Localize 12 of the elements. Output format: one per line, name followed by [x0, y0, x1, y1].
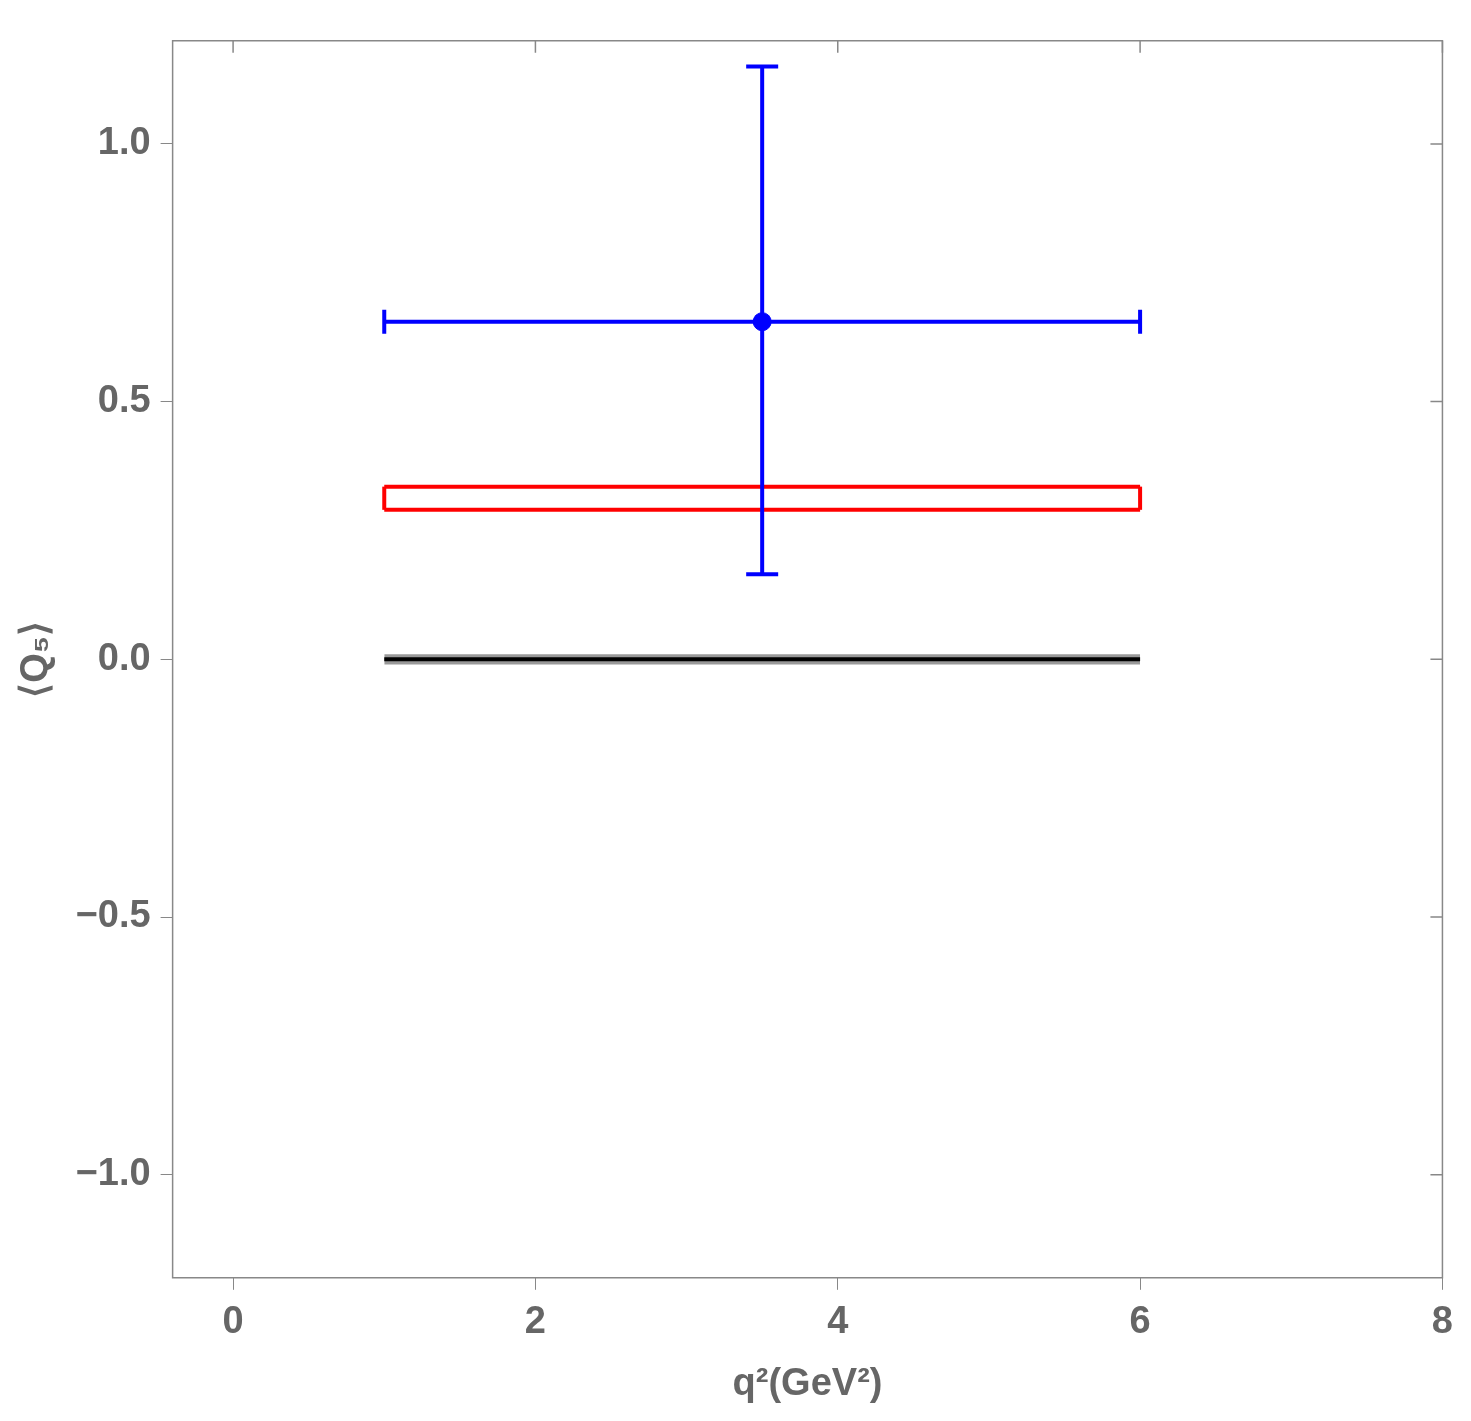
x-tick-label: 8: [1431, 1299, 1453, 1342]
x-axis-title: q²(GeV²): [732, 1360, 883, 1403]
y-tick-label: −1.0: [75, 1151, 151, 1194]
x-tick-label: 2: [524, 1299, 546, 1342]
x-tick-label: 4: [827, 1299, 849, 1342]
y-tick-label: 0.0: [97, 635, 151, 678]
y-axis-title: ⟨Q₅⟩: [13, 620, 56, 698]
x-tick-label: 6: [1129, 1299, 1151, 1342]
x-tick-label: 0: [222, 1299, 244, 1342]
y-tick-label: 1.0: [97, 120, 151, 163]
y-tick-label: −0.5: [75, 893, 151, 936]
y-tick-label: 0.5: [97, 378, 151, 421]
